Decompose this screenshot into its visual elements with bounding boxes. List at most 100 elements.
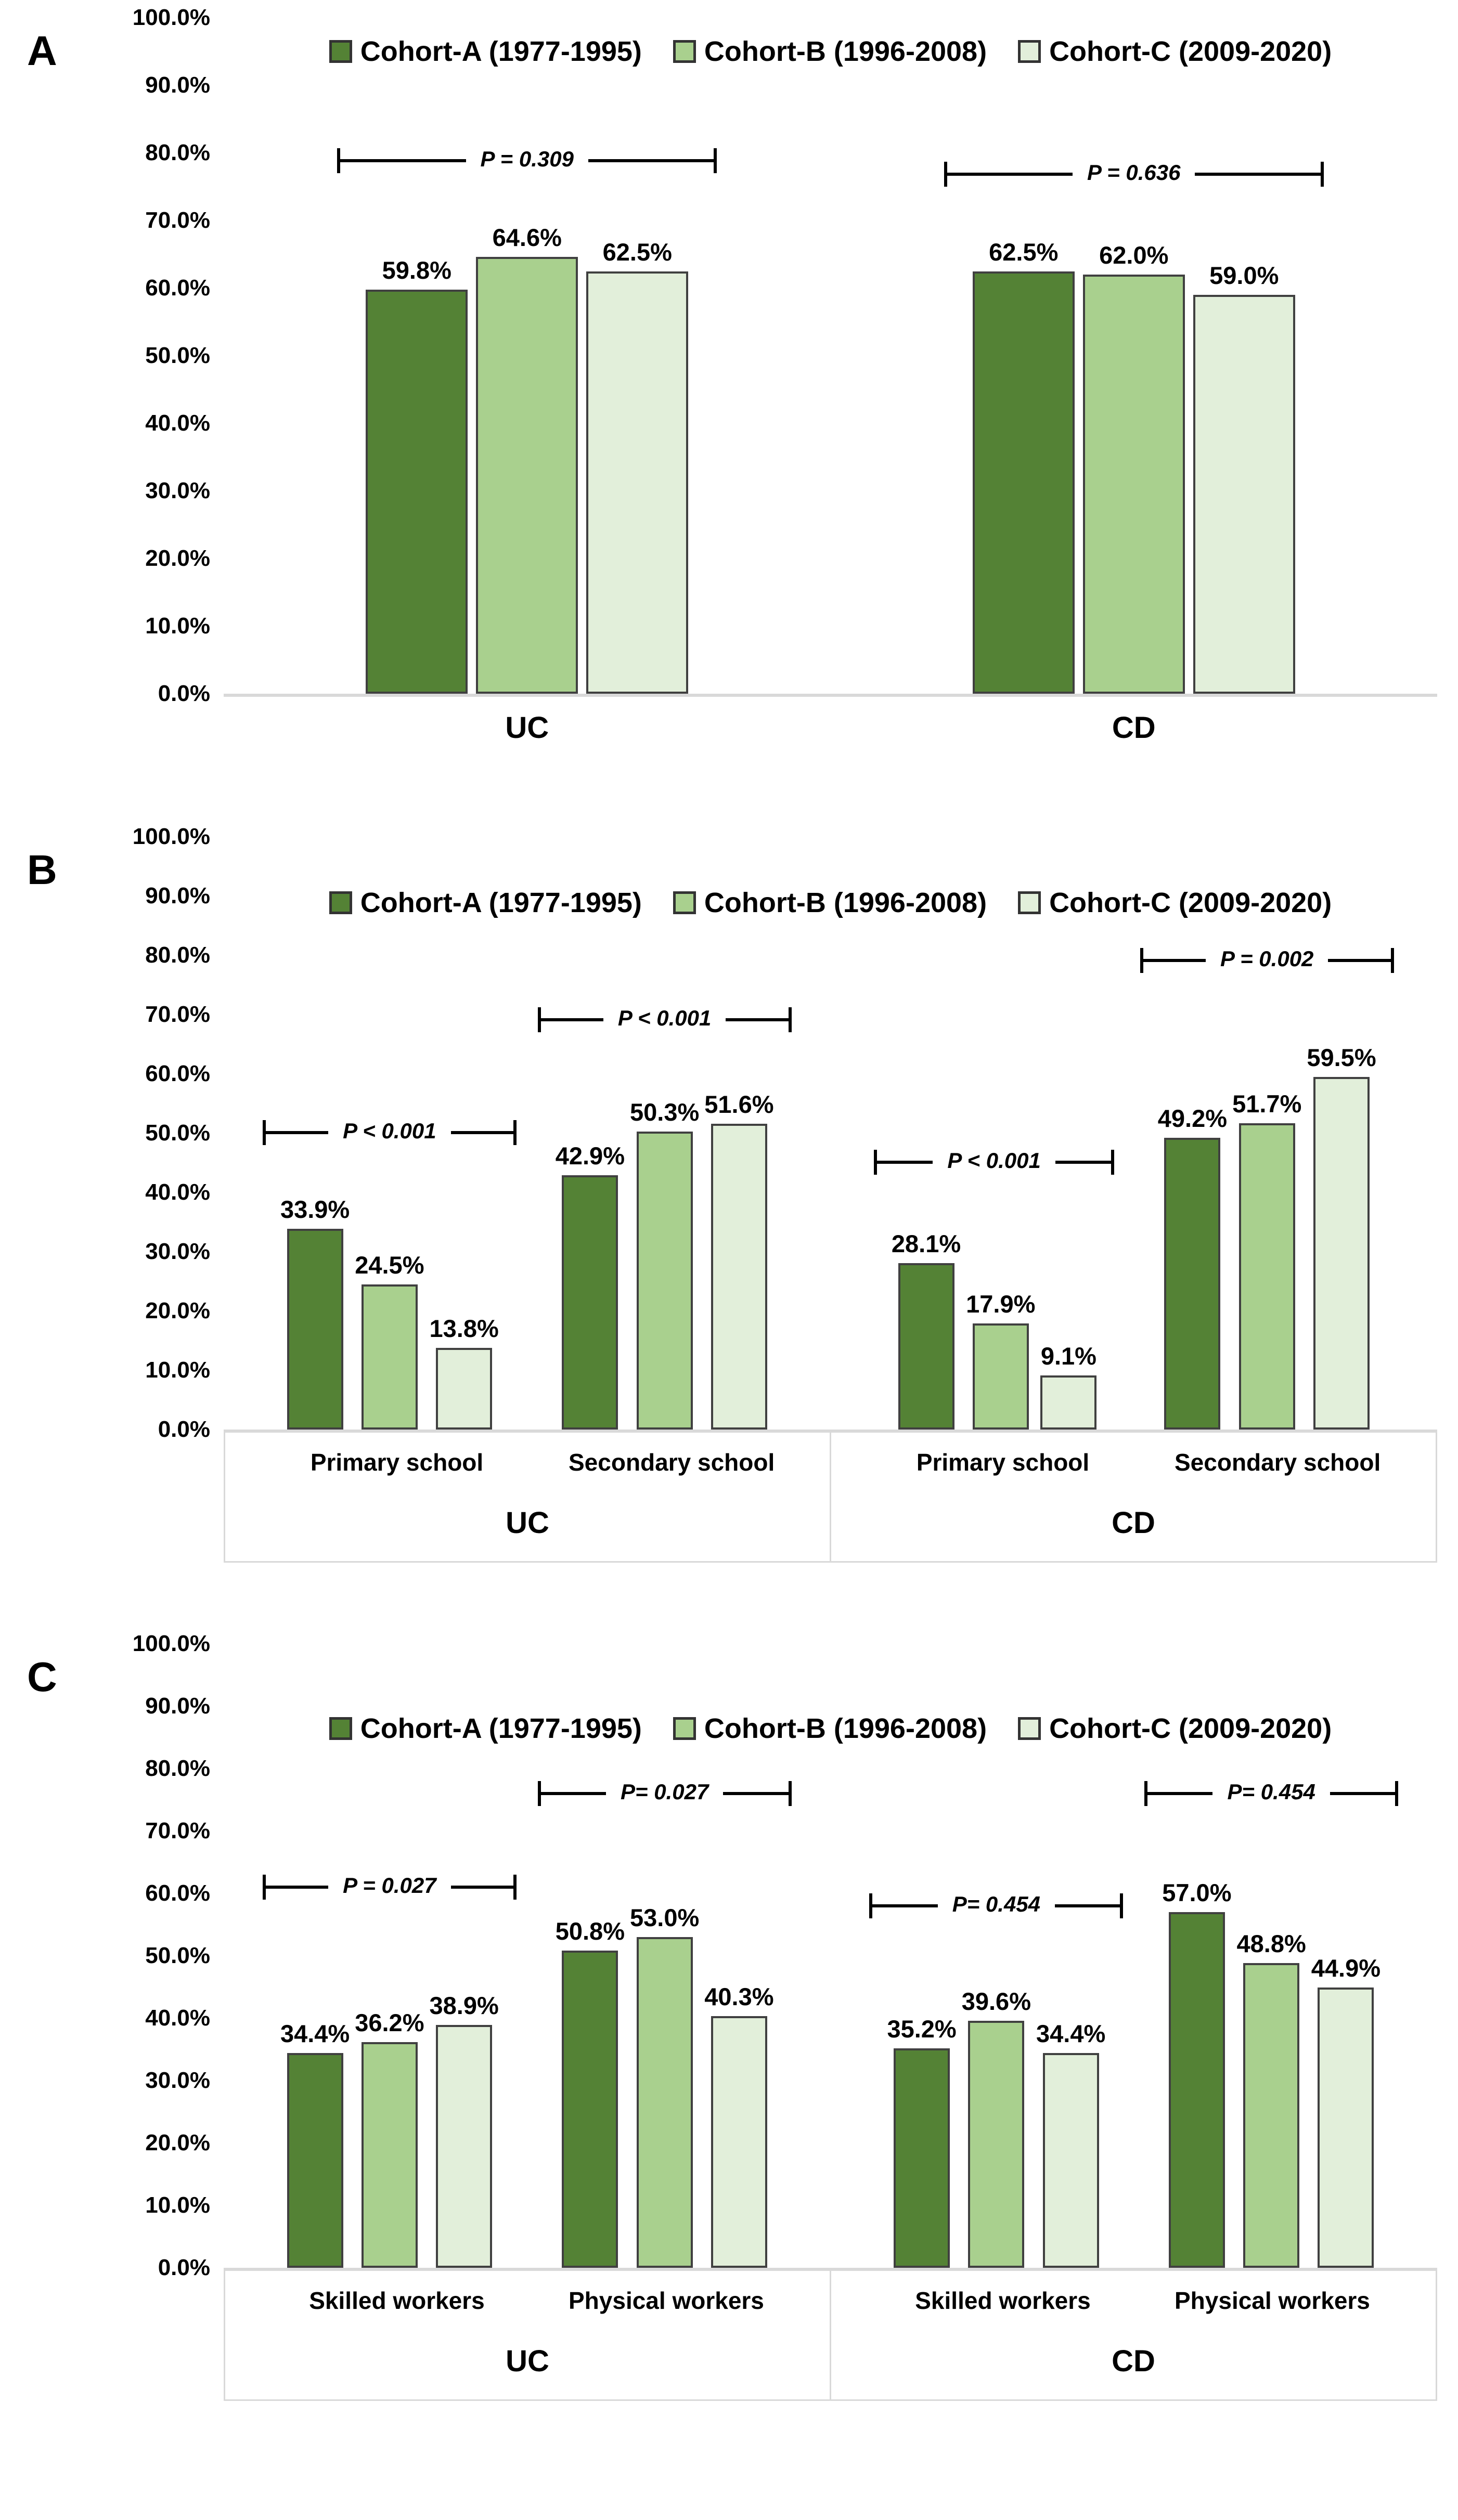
bar-cohort-a bbox=[894, 2048, 950, 2268]
x-axis-group: Primary school Secondary school CD bbox=[830, 1433, 1436, 1561]
bar-value-label: 28.1% bbox=[891, 1229, 961, 1257]
bar-cluster: P = 0.027 34.4% 36.2% 38.9% bbox=[262, 1644, 517, 2268]
bracket-line bbox=[340, 159, 466, 162]
p-value-bracket: P < 0.001 bbox=[537, 1006, 792, 1033]
legend-label: Cohort-A (1977-1995) bbox=[360, 36, 642, 67]
bracket-end-tick bbox=[1320, 162, 1324, 187]
y-tick-label: 60.0% bbox=[145, 275, 210, 301]
bar-value-label: 59.5% bbox=[1307, 1043, 1376, 1071]
legend-label: Cohort-C (2009-2020) bbox=[1049, 36, 1332, 67]
p-value-bracket: P = 0.309 bbox=[337, 147, 717, 173]
bar-column: 48.8% bbox=[1237, 1644, 1306, 2268]
cluster-label: Secondary school bbox=[569, 1449, 775, 1476]
bracket-end-tick bbox=[714, 148, 717, 173]
bar-cohort-c bbox=[436, 1347, 493, 1430]
bar-cohort-b bbox=[636, 1131, 693, 1430]
bracket-line bbox=[540, 1018, 603, 1022]
group-label-cd: CD bbox=[1112, 711, 1156, 745]
panel-label: A bbox=[27, 28, 58, 74]
y-tick-label: 40.0% bbox=[145, 1179, 210, 1205]
bar-cohort-b bbox=[636, 1937, 693, 2268]
p-value-label: P= 0.027 bbox=[620, 1779, 709, 1804]
y-tick-label: 10.0% bbox=[145, 613, 210, 639]
bar-column: 13.8% bbox=[430, 837, 499, 1430]
bar-column: 34.4% bbox=[280, 1644, 350, 2268]
bracket-line bbox=[1055, 1904, 1120, 1907]
bar-value-label: 59.0% bbox=[1209, 262, 1279, 289]
panel-label: B bbox=[27, 847, 58, 893]
chart-b: 100.0% 90.0% 80.0% 70.0% 60.0% 50.0% 40.0% 30.0… bbox=[78, 824, 1438, 1563]
y-tick-label: 20.0% bbox=[145, 2130, 210, 2155]
bar-value-label: 40.3% bbox=[704, 1983, 774, 2011]
bar-value-label: 62.5% bbox=[602, 238, 672, 266]
cluster-label: Primary school bbox=[310, 1449, 484, 1476]
y-axis: 100.0% 90.0% 80.0% 70.0% 60.0% 50.0% 40.0% 30.0… bbox=[78, 824, 224, 1442]
y-tick-label: 30.0% bbox=[145, 478, 210, 503]
legend-label: Cohort-A (1977-1995) bbox=[360, 887, 642, 918]
p-value-bracket: P = 0.027 bbox=[262, 1873, 517, 1900]
y-tick-label: 10.0% bbox=[145, 2192, 210, 2218]
bar-group-cd: P = 0.636 62.5% 62.0% 59.0% bbox=[831, 18, 1438, 694]
bar-column: 62.0% bbox=[1082, 18, 1185, 694]
bracket-end-tick bbox=[262, 1875, 266, 1900]
bracket-line bbox=[947, 173, 1073, 176]
legend-item: Cohort-B (1996-2008) bbox=[673, 35, 987, 68]
bracket-line bbox=[1195, 173, 1321, 176]
legend-label: Cohort-B (1996-2008) bbox=[704, 36, 987, 67]
bracket-line bbox=[1147, 1792, 1213, 1795]
group-label-uc: UC bbox=[505, 711, 549, 745]
p-value-bracket: P= 0.454 bbox=[869, 1892, 1124, 1918]
panel-b: B 100.0% 90.0% 80.0% 70.0% 60.0% 50.0% 40.0% 30.… bbox=[0, 824, 1458, 1563]
bar-cohort-b bbox=[361, 1284, 418, 1430]
y-tick-label: 40.0% bbox=[145, 2005, 210, 2031]
panel-label: C bbox=[27, 1654, 58, 1700]
chart-c: 100.0% 90.0% 80.0% 70.0% 60.0% 50.0% 40.0% 30.0… bbox=[78, 1631, 1437, 2401]
bar-column: 42.9% bbox=[556, 837, 625, 1430]
bar-cluster: P = 0.002 49.2% 51.7% 59.5% bbox=[1140, 837, 1394, 1430]
y-tick-label: 80.0% bbox=[145, 140, 210, 165]
bar-column: 39.6% bbox=[962, 1644, 1031, 2268]
bar-value-label: 51.7% bbox=[1232, 1089, 1302, 1118]
p-value-bracket: P= 0.027 bbox=[537, 1779, 792, 1806]
cluster-label-row: Primary school Secondary school bbox=[225, 1433, 830, 1476]
p-value-bracket: P= 0.454 bbox=[1144, 1779, 1399, 1806]
bar-column: 59.5% bbox=[1307, 837, 1376, 1430]
legend-item: Cohort-C (2009-2020) bbox=[1018, 1712, 1332, 1745]
bar-cohort-c bbox=[711, 2016, 767, 2268]
bracket-line bbox=[450, 1886, 513, 1889]
p-value-bracket: P = 0.636 bbox=[944, 160, 1324, 187]
legend-swatch bbox=[673, 1717, 696, 1740]
bar-group-cd: P < 0.001 28.1% 17.9% 9.1% P = 0.002 49.2% 51.… bbox=[831, 837, 1438, 1430]
bar-column: 44.9% bbox=[1311, 1644, 1380, 2268]
bracket-end-tick bbox=[1395, 1781, 1399, 1806]
legend-item: Cohort-A (1977-1995) bbox=[329, 887, 642, 919]
bar-value-label: 17.9% bbox=[966, 1290, 1036, 1318]
cluster-label: Physical workers bbox=[569, 2287, 764, 2314]
legend-item: Cohort-A (1977-1995) bbox=[329, 1712, 642, 1745]
bracket-line bbox=[265, 1886, 329, 1889]
bar-column: 59.0% bbox=[1193, 18, 1295, 694]
bracket-end-tick bbox=[1390, 948, 1394, 973]
cluster-label: Skilled workers bbox=[309, 2287, 485, 2314]
bracket-end-tick bbox=[944, 162, 947, 187]
bar-cohort-c bbox=[1318, 1988, 1374, 2268]
bracket-end-tick bbox=[262, 1120, 266, 1145]
legend-item: Cohort-C (2009-2020) bbox=[1018, 35, 1332, 68]
bar-cluster: P= 0.454 57.0% 48.8% 44.9% bbox=[1144, 1644, 1399, 2268]
y-tick-label: 30.0% bbox=[145, 1239, 210, 1264]
bracket-end-tick bbox=[873, 1149, 877, 1175]
p-value-bracket: P < 0.001 bbox=[262, 1119, 517, 1145]
bar-value-label: 34.4% bbox=[280, 2020, 350, 2048]
bar-cluster: P < 0.001 42.9% 50.3% 51.6% bbox=[537, 837, 792, 1430]
bar-cohort-b bbox=[1238, 1123, 1295, 1430]
bracket-end-tick bbox=[1144, 1781, 1148, 1806]
bar-group-uc: P = 0.027 34.4% 36.2% 38.9% P= 0.027 50.8% 53.… bbox=[224, 1644, 831, 2268]
bar-column: 62.5% bbox=[586, 18, 689, 694]
bar-cohort-b bbox=[476, 257, 578, 694]
group-label-cd: CD bbox=[1112, 1506, 1155, 1540]
bracket-end-tick bbox=[537, 1781, 541, 1806]
plot-area: Cohort-A (1977-1995) Cohort-B (1996-2008)… bbox=[224, 18, 1437, 697]
p-value-label: P < 0.001 bbox=[617, 1006, 712, 1031]
bar-column: 59.8% bbox=[366, 18, 468, 694]
group-label-uc: UC bbox=[506, 1506, 549, 1540]
